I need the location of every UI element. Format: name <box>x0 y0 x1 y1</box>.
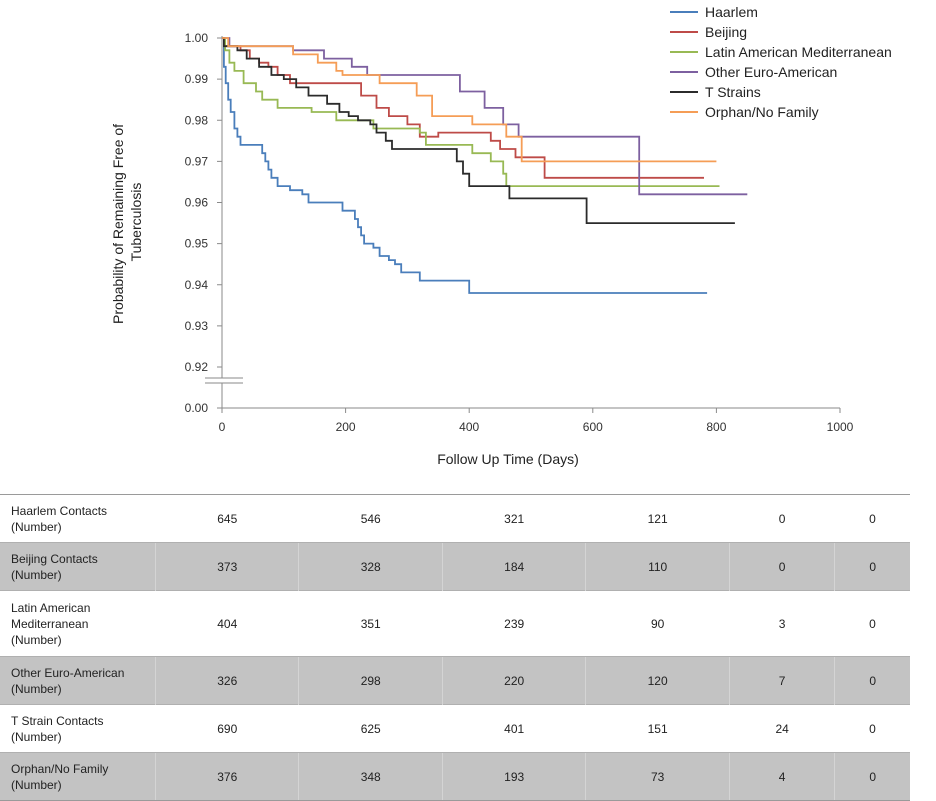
table-cell: 0 <box>834 542 910 591</box>
chart-axes <box>205 36 840 409</box>
table-cell: 121 <box>585 494 730 543</box>
table-cell: 0 <box>728 542 835 591</box>
table-cell: 298 <box>298 656 443 705</box>
table-cell: 690 <box>155 704 299 753</box>
legend-label-latin-american-mediterranean: Latin American Mediterranean <box>705 44 892 60</box>
table-cell: 326 <box>154 656 299 705</box>
row-label-line: (Number) <box>11 632 62 647</box>
y-tick-label: 0.97 <box>185 154 209 168</box>
table-cell: 120 <box>585 656 730 705</box>
table-row: Beijing Contacts (Number) 373 328 184 110 0 0 <box>0 542 910 591</box>
y-axis-title-line-1: Probability of Remaining Free of <box>110 124 126 324</box>
table-cell: 0 <box>834 704 910 753</box>
table-row: Orphan/No Family (Number) 376 348 193 73 4 0 <box>0 752 910 801</box>
x-tick-label: 0 <box>219 420 226 434</box>
y-tick-label: 0.98 <box>185 113 209 127</box>
y-tick-label: 0.99 <box>185 72 209 86</box>
table-cell: 0 <box>834 752 910 801</box>
legend-label-t-strains: T Strains <box>705 84 761 100</box>
table-cell: 7 <box>728 656 835 705</box>
table-cell: 0 <box>834 590 910 657</box>
table-cell: 348 <box>298 752 443 801</box>
row-label-line: Orphan/No Family <box>11 761 109 776</box>
legend-label-beijing: Beijing <box>705 24 747 40</box>
row-label-line: Haarlem Contacts <box>11 503 108 518</box>
legend-label-orphan-no-family: Orphan/No Family <box>705 104 819 120</box>
table-cell: 0 <box>729 494 835 543</box>
row-label: Haarlem Contacts (Number) <box>0 494 156 543</box>
at-risk-table: Haarlem Contacts (Number) 645 546 321 121 0 0 Be… <box>0 494 910 801</box>
table-cell: 73 <box>585 752 730 801</box>
y-tick-label: 0.00 <box>185 401 209 415</box>
row-label-line: (Number) <box>11 567 62 582</box>
table-row: T Strain Contacts (Number) 690 625 401 151 24 0 <box>0 704 910 753</box>
table-cell: 546 <box>298 494 443 543</box>
row-label-line: (Number) <box>11 729 62 744</box>
table-cell: 220 <box>441 656 586 705</box>
table-cell: 0 <box>834 494 910 543</box>
row-label-line: Beijing Contacts <box>11 551 98 566</box>
row-label-line: Other Euro-American <box>11 665 125 680</box>
legend-label-haarlem: Haarlem <box>705 4 758 20</box>
row-label-line: (Number) <box>11 681 62 696</box>
curve-latin-american-mediterranean <box>222 37 720 187</box>
y-tick-label: 0.95 <box>185 237 209 251</box>
table-cell: 404 <box>155 590 299 657</box>
table-cell: 4 <box>728 752 835 801</box>
table-cell: 645 <box>155 494 299 543</box>
row-label: Other Euro-American (Number) <box>0 656 156 705</box>
table-cell: 625 <box>298 704 443 753</box>
table-cell: 184 <box>441 542 586 591</box>
table-cell: 328 <box>298 542 443 591</box>
row-label-line: (Number) <box>11 519 62 534</box>
x-axis-title: Follow Up Time (Days) <box>437 451 579 467</box>
y-tick-label: 0.94 <box>185 278 209 292</box>
x-tick-label: 400 <box>459 420 479 434</box>
table-cell: 239 <box>442 590 586 657</box>
table-cell: 0 <box>834 656 910 705</box>
y-axis-ticks: 1.00 0.99 0.98 0.97 0.96 0.95 0.94 0.93 0.92 0.00 <box>185 31 222 415</box>
table-cell: 321 <box>442 494 586 543</box>
y-tick-label: 0.96 <box>185 196 209 210</box>
row-label-line: T Strain Contacts <box>11 713 104 728</box>
row-label: Latin American Mediterranean (Number) <box>0 590 156 657</box>
table-cell: 401 <box>442 704 586 753</box>
table-cell: 373 <box>154 542 299 591</box>
table-row: Haarlem Contacts (Number) 645 546 321 121 0 0 <box>0 494 910 543</box>
table-row: Other Euro-American (Number) 326 298 220 120 7… <box>0 656 910 705</box>
row-label-line: Mediterranean <box>11 616 89 631</box>
row-label: Beijing Contacts (Number) <box>0 542 156 591</box>
survival-curves <box>222 37 748 294</box>
x-axis-ticks: 0 200 400 600 800 1000 <box>219 408 854 434</box>
table-row: Latin American Mediterranean (Number) 404 35… <box>0 590 910 657</box>
y-axis-title-line-2: Tuberculosis <box>128 183 144 262</box>
curve-haarlem <box>222 37 708 294</box>
survival-chart: 1.00 0.99 0.98 0.97 0.96 0.95 0.94 0.93 0.92 0.00… <box>110 4 892 467</box>
table-cell: 3 <box>729 590 835 657</box>
row-label-line: (Number) <box>11 777 62 792</box>
table-cell: 193 <box>441 752 586 801</box>
y-axis-title: Probability of Remaining Free of Tubercu… <box>110 120 144 324</box>
curve-other-euro-american <box>222 37 748 196</box>
x-tick-label: 600 <box>583 420 603 434</box>
legend-label-other-euro-american: Other Euro-American <box>705 64 837 80</box>
y-tick-label: 0.93 <box>185 319 209 333</box>
row-label: Orphan/No Family (Number) <box>0 752 156 801</box>
x-tick-label: 800 <box>706 420 726 434</box>
x-tick-label: 200 <box>336 420 356 434</box>
y-tick-label: 0.92 <box>185 360 209 374</box>
curve-orphan-no-family <box>222 37 717 163</box>
table-cell: 90 <box>585 590 730 657</box>
table-cell: 151 <box>585 704 730 753</box>
x-tick-label: 1000 <box>827 420 854 434</box>
table-cell: 110 <box>585 542 730 591</box>
row-label-line: Latin American <box>11 600 91 615</box>
table-cell: 24 <box>729 704 835 753</box>
table-cell: 351 <box>298 590 443 657</box>
table-cell: 376 <box>154 752 299 801</box>
chart-legend: Haarlem Beijing Latin American Mediterrane… <box>670 4 892 120</box>
curve-t-strains <box>222 37 735 224</box>
row-label: T Strain Contacts (Number) <box>0 704 156 753</box>
y-tick-label: 1.00 <box>185 31 209 45</box>
